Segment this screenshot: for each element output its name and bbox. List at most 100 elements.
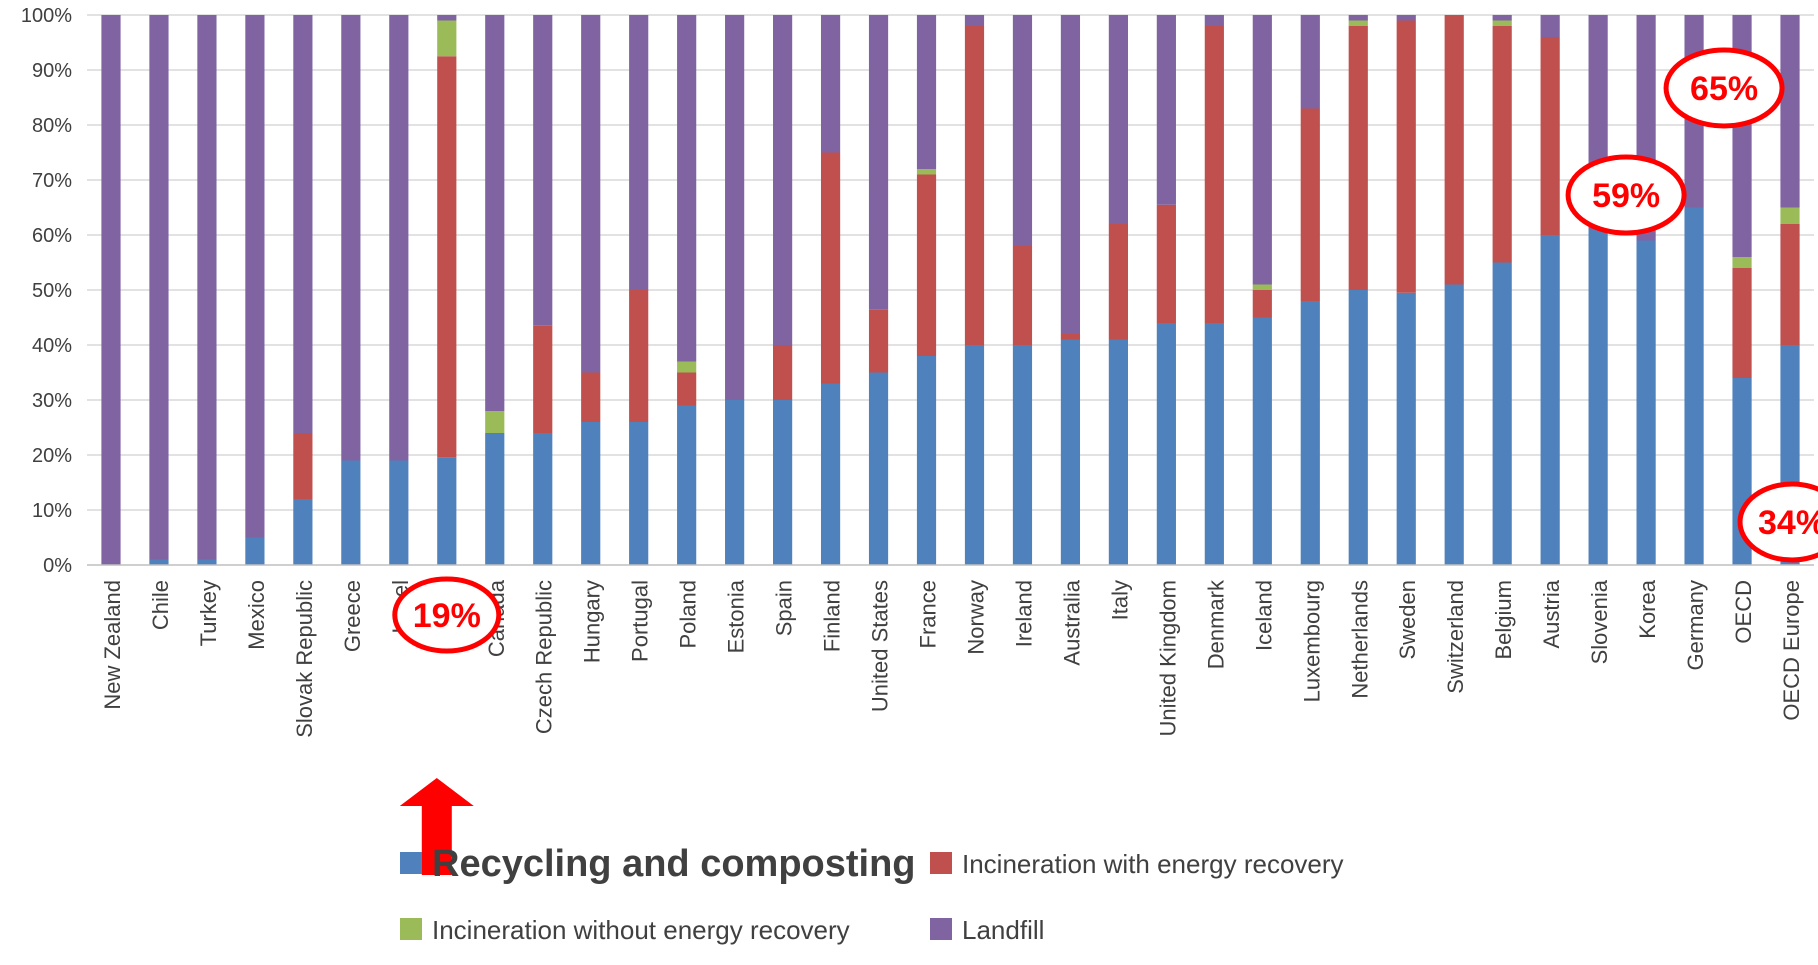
bar-landfill-iceland	[1252, 15, 1272, 285]
legend-label: Incineration with energy recovery	[962, 849, 1344, 879]
bar-incineration-with-energy-recovery-netherlands	[1348, 26, 1368, 290]
y-tick-label: 40%	[32, 335, 72, 357]
bar-landfill-finland	[820, 15, 841, 153]
bar-landfill-israel	[389, 15, 409, 461]
bar-recycling-and-composting-sweden	[1396, 292, 1416, 565]
bar-recycling-and-composting-iceland	[1252, 317, 1272, 565]
annotation-ellipse	[1565, 154, 1687, 236]
legend-item-incineration-without-energy-recovery: Incineration without energy recovery	[400, 915, 850, 945]
bar-landfill-spain	[773, 15, 793, 345]
bar-landfill-czech-republic	[533, 15, 553, 326]
y-tick-label: 10%	[32, 500, 72, 522]
x-tick-label: Turkey	[196, 580, 221, 646]
bar-stack-united-kingdom	[1156, 15, 1176, 565]
x-tick-label: Estonia	[724, 579, 749, 653]
bar-stack-korea	[1636, 15, 1656, 565]
bar-incineration-with-energy-recovery-austria	[1540, 37, 1560, 235]
bar-stack-canada	[485, 15, 505, 565]
bar-recycling-and-composting-united-kingdom	[1156, 323, 1176, 565]
bar-recycling-and-composting-slovak-republic	[293, 499, 313, 565]
x-tick-label: Czech Republic	[532, 580, 557, 734]
x-tick-label: Greece	[340, 580, 365, 652]
bar-stack-chile	[149, 15, 169, 565]
bar-incineration-with-energy-recovery-norway	[964, 26, 985, 345]
x-tick-label: Slovak Republic	[292, 580, 317, 738]
y-tick-label: 70%	[32, 170, 72, 192]
bar-stack-mexico	[245, 15, 265, 565]
bar-landfill-greece	[341, 15, 361, 461]
bar-stack-czech-republic	[533, 15, 553, 565]
bar-incineration-with-energy-recovery-czech-republic	[533, 325, 553, 433]
y-tick-label: 100%	[21, 5, 72, 27]
bar-stack-sweden	[1396, 15, 1416, 565]
bar-incineration-without-energy-recovery-iceland	[1252, 284, 1272, 290]
bar-landfill-ireland	[1012, 15, 1033, 246]
bar-landfill-luxembourg	[1300, 15, 1320, 109]
bar-recycling-and-composting-italy	[1108, 339, 1128, 565]
bar-recycling-and-composting-finland	[820, 383, 841, 565]
bar-incineration-with-energy-recovery-oecd-europe	[1780, 224, 1800, 345]
annotation-ellipse	[1737, 481, 1818, 563]
bar-recycling-and-composting-belgium	[1492, 262, 1512, 565]
bar-incineration-with-energy-recovery-belgium	[1492, 26, 1512, 263]
x-tick-label: Ireland	[1011, 580, 1036, 647]
annotation-label: 59%	[1592, 177, 1660, 215]
bar-incineration-without-energy-recovery-canada	[485, 411, 505, 433]
bar-incineration-with-energy-recovery-oecd	[1732, 268, 1752, 378]
bar-recycling-and-composting-germany	[1684, 207, 1704, 565]
bar-stack-finland	[820, 15, 841, 565]
bar-landfill-hungary	[581, 15, 601, 373]
annotation-japan: 19%	[392, 576, 502, 654]
bar-recycling-and-composting-spain	[773, 400, 793, 565]
legend-label: Incineration without energy recovery	[432, 915, 850, 945]
x-tick-label: Belgium	[1491, 580, 1516, 659]
x-tick-label: Netherlands	[1347, 580, 1372, 699]
bar-stack-slovenia	[1588, 15, 1608, 565]
bar-recycling-and-composting-united-states	[868, 372, 889, 565]
bar-incineration-with-energy-recovery-hungary	[581, 372, 601, 422]
bar-landfill-united-kingdom	[1156, 15, 1176, 205]
bar-landfill-oecd-europe	[1780, 15, 1800, 208]
x-tick-label: Hungary	[580, 580, 605, 663]
legend-swatch	[930, 918, 952, 940]
bar-incineration-with-energy-recovery-slovak-republic	[293, 433, 313, 499]
annotation-germany: 65%	[1663, 47, 1785, 129]
bar-landfill-mexico	[245, 15, 265, 538]
bar-stack-switzerland	[1444, 15, 1464, 565]
x-tick-label: Italy	[1107, 580, 1132, 620]
x-tick-label: France	[916, 580, 941, 648]
bar-stack-italy	[1108, 15, 1128, 565]
bar-recycling-and-composting-switzerland	[1444, 284, 1464, 565]
bar-stack-poland	[677, 15, 697, 565]
x-tick-label: Iceland	[1251, 580, 1276, 651]
bar-stack-luxembourg	[1300, 15, 1320, 565]
annotation-ellipse	[1663, 47, 1785, 129]
bar-incineration-with-energy-recovery-australia	[1060, 334, 1081, 340]
bar-recycling-and-composting-slovenia	[1588, 229, 1608, 565]
bar-recycling-and-composting-norway	[964, 345, 985, 565]
bar-stack-belgium	[1492, 15, 1512, 565]
legend-swatch	[400, 918, 422, 940]
bar-recycling-and-composting-turkey	[197, 559, 217, 565]
bar-recycling-and-composting-france	[916, 356, 937, 565]
bar-stack-norway	[964, 15, 985, 565]
bar-incineration-with-energy-recovery-united-states	[868, 309, 889, 373]
x-tick-label: Germany	[1683, 580, 1708, 670]
legend-item-incineration-with-energy-recovery: Incineration with energy recovery	[930, 849, 1344, 879]
bar-landfill-slovak-republic	[293, 15, 313, 433]
legend-label: Landfill	[962, 915, 1044, 945]
bar-landfill-united-states	[868, 15, 889, 310]
bars	[101, 15, 1800, 565]
annotation-label: 34%	[1758, 504, 1818, 542]
bar-incineration-with-energy-recovery-united-kingdom	[1156, 204, 1176, 323]
x-tick-label: Denmark	[1203, 579, 1228, 669]
bar-stack-greece	[341, 15, 361, 565]
annotation-oecd: 34%	[1737, 481, 1818, 563]
x-tick-label: Finland	[820, 580, 845, 652]
x-tick-label: Sweden	[1395, 580, 1420, 660]
annotations: 19% 59% 65% 34%	[392, 47, 1818, 875]
legend-item-recycling-and-composting: Recycling and composting	[400, 843, 916, 885]
bar-landfill-canada	[485, 15, 505, 411]
bar-recycling-and-composting-japan	[437, 457, 457, 565]
